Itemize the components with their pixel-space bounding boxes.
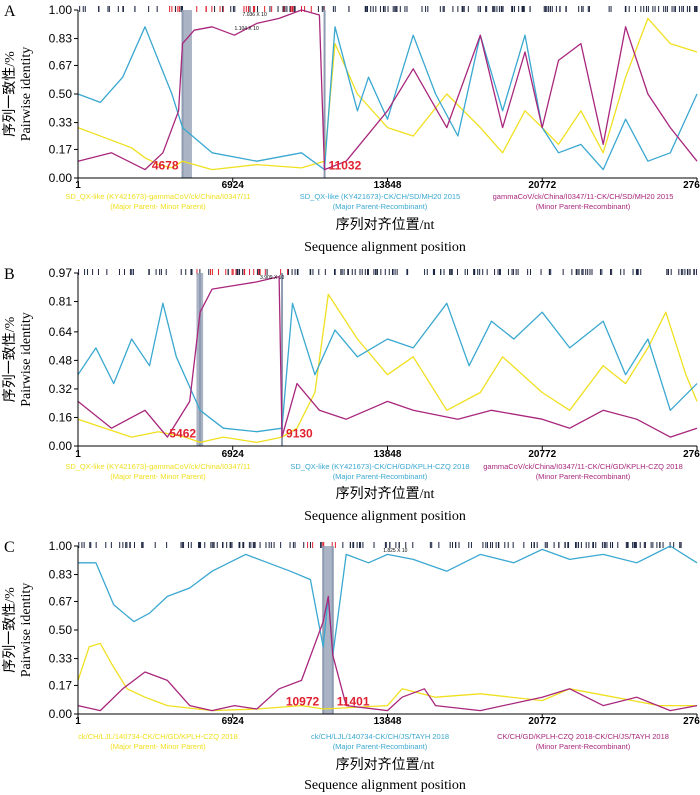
legend-role-3: (Minor Parent-Recombinant): [536, 742, 631, 751]
y-tick-label: 0.17: [49, 142, 73, 156]
y-tick-label: 0.67: [49, 594, 73, 608]
legend-name-2: SD_QX-like (KY421673)-CK/CH/SD/MH20 2015: [300, 192, 460, 201]
panel-label: C: [4, 539, 15, 556]
series-line-2: [77, 302, 698, 433]
x-tick-label: 27696: [683, 716, 700, 727]
x-tick-label: 6924: [222, 180, 245, 191]
p-value-annotation-2: 1.104 X 10: [235, 26, 259, 32]
informative-sites-strip: [78, 542, 682, 548]
legend-name-2: SD_QX-like (KY421673)-CK/CH/GD/KPLH-CZQ …: [290, 462, 469, 471]
series-line-1: [77, 293, 698, 444]
y-tick-label: 1.00: [49, 3, 73, 17]
legend-name-2: ck/CH/LJL/140734-CK/CH/JS/TAYH 2018: [311, 732, 449, 741]
chart-panel-c: C 0.00 0.17 0.33 0.50 0.67 0.83 1.00 1 6924 13848 2…: [2, 539, 700, 793]
x-axis-title-en: Sequence alignment position: [304, 240, 466, 255]
informative-sites-strip: [79, 6, 698, 12]
x-tick-label: 13848: [374, 716, 402, 727]
legend-role-2: (Major Parent-Recombinant): [333, 472, 428, 481]
recombination-region: [182, 10, 192, 178]
breakpoint-label-start: 5462: [169, 426, 196, 440]
x-axis-title-en: Sequence alignment position: [304, 509, 466, 524]
x-tick-label: 6924: [222, 449, 245, 460]
series-line-1: [77, 642, 697, 712]
legend-role-1: (Major Parent- Minor Parent): [110, 742, 206, 751]
legend-name-3: CK/CH/GD/KPLH-CZQ 2018-CK/CH/JS/TAYH 201…: [497, 732, 669, 741]
chart-panel-a: A 0.00 0.17 0.33 0.50 0.67 0.83 1.00 1 6924 13848 2…: [2, 3, 700, 255]
p-value-annotation: 3.909 X 10: [260, 275, 284, 281]
y-axis-title-en: Pairwise identity: [19, 312, 34, 407]
x-axis-title-zh: 序列对齐位置/nt: [336, 217, 435, 233]
y-tick-label: 0.67: [49, 58, 73, 72]
panel-label: A: [4, 3, 16, 20]
x-tick-label: 1: [75, 449, 81, 460]
x-tick-label: 20772: [528, 449, 556, 460]
y-tick-label: 0.48: [49, 353, 73, 367]
x-tick-label: 27696: [683, 449, 700, 460]
x-tick-label: 13848: [374, 449, 402, 460]
series-line-3: [77, 595, 698, 712]
y-tick-label: 0.32: [49, 382, 73, 396]
x-tick-label: 20772: [528, 716, 556, 727]
legend-name-3: gammaCoV/ck/China/I0347/11-CK/CH/GD/KPLH…: [483, 462, 683, 471]
chart-panel-b: B 0.00 0.16 0.32 0.48 0.64 0.81 0.97 1 6924 13848 2…: [2, 266, 700, 524]
x-tick-label: 1: [75, 180, 81, 191]
legend-name-1: SD_QX-like (KY421673)-gammaCoV/ck/China/…: [65, 462, 250, 471]
p-value-annotation: 1.825 X 10: [383, 548, 407, 554]
y-axis-title-en: Pairwise identity: [19, 583, 34, 678]
x-tick-label: 20772: [528, 180, 556, 191]
y-tick-label: 0.16: [49, 410, 73, 424]
y-axis-title-zh: 序列一致性/%: [2, 587, 18, 673]
series-line-3: [77, 275, 698, 438]
x-tick-label: 6924: [222, 716, 245, 727]
x-tick-label: 27696: [683, 180, 700, 191]
y-tick-label: 0.83: [49, 32, 73, 46]
y-tick-label: 0.64: [49, 325, 73, 339]
legend-name-3: gammaCoV/ck/China/I0347/11-CK/CH/SD/MH20…: [493, 192, 674, 201]
legend-role-1: (Major Parent- Minor Parent): [110, 472, 206, 481]
series-line-1: [77, 17, 698, 171]
p-value-annotation: 7.036 X 10: [243, 12, 267, 18]
series-line-2: [78, 545, 698, 656]
breakpoint-label-start: 4678: [152, 159, 179, 173]
breakpoint-label-start: 10972: [286, 695, 320, 709]
y-tick-label: 1.00: [49, 539, 73, 553]
legend-name-1: ck/CH/LJL/140734-CK/CH/GD/KPLH-CZQ 2018: [78, 732, 238, 741]
x-axis-title-en: Sequence alignment position: [304, 778, 466, 793]
legend-name-1: SD_QX-like (KY421673)-gammaCoV/ck/China/…: [65, 192, 250, 201]
y-tick-label: 0.33: [49, 652, 73, 666]
y-tick-label: 0.33: [49, 116, 73, 130]
x-axis-title-zh: 序列对齐位置/nt: [336, 486, 435, 502]
y-tick-label: 0.50: [49, 623, 73, 637]
y-axis-title-en: Pairwise identity: [19, 47, 34, 142]
y-tick-label: 0.17: [49, 678, 73, 692]
informative-sites-strip: [78, 269, 697, 275]
y-tick-label: 0.50: [49, 87, 73, 101]
x-axis-title-zh: 序列对齐位置/nt: [336, 757, 435, 773]
panel-label: B: [4, 266, 15, 283]
y-tick-label: 0.00: [49, 707, 73, 721]
breakpoint-label-end: 11401: [337, 695, 370, 709]
y-tick-label: 0.00: [49, 439, 73, 453]
legend-role-3: (Minor Parent-Recombinant): [536, 202, 631, 211]
y-axis-title-zh: 序列一致性/%: [2, 51, 18, 137]
legend-role-3: (Minor Parent-Recombinant): [536, 472, 631, 481]
recombination-region: [323, 546, 333, 714]
breakpoint-label-end: 11032: [329, 159, 362, 173]
y-axis-title-zh: 序列一致性/%: [2, 316, 18, 402]
y-tick-label: 0.97: [49, 266, 73, 280]
legend-role-1: (Major Parent- Minor Parent): [110, 202, 206, 211]
series-line-2: [77, 26, 698, 171]
y-tick-label: 0.81: [49, 295, 73, 309]
legend-role-2: (Major Parent-Recombinant): [333, 202, 428, 211]
y-tick-label: 0.00: [49, 171, 73, 185]
series-line-3: [77, 9, 698, 171]
x-tick-label: 1: [75, 716, 81, 727]
breakpoint-label-end: 9130: [286, 426, 313, 440]
y-tick-label: 0.83: [49, 568, 73, 582]
legend-role-2: (Major Parent-Recombinant): [333, 742, 428, 751]
x-tick-label: 13848: [374, 180, 402, 191]
